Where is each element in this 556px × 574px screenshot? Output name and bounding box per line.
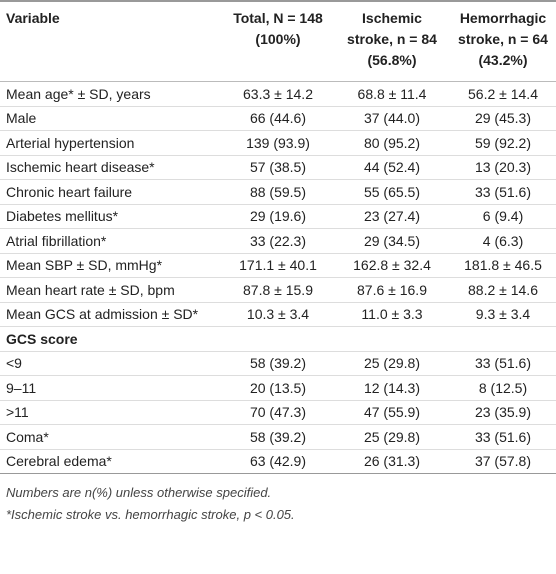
cell: 25 (29.8) — [334, 351, 450, 376]
table-body: Mean age* ± SD, years 63.3 ± 14.2 68.8 ± 1… — [0, 81, 556, 474]
cell: 33 (51.6) — [450, 179, 556, 205]
table-row: Mean heart rate ± SD, bpm 87.8 ± 15.9 87.6… — [0, 277, 556, 303]
footnote: Numbers are n(%) unless otherwise specif… — [6, 485, 272, 500]
cell: 9.3 ± 3.4 — [450, 302, 556, 327]
cell: 25 (29.8) — [334, 424, 450, 450]
row-label: Ischemic heart disease* — [0, 155, 222, 180]
header-cell: Variable — [0, 0, 222, 82]
cell: 88 (59.5) — [222, 179, 334, 205]
row-label: Cerebral edema* — [0, 449, 222, 474]
footnotes: Numbers are n(%) unless otherwise specif… — [0, 482, 556, 526]
cell: 87.6 ± 16.9 — [334, 277, 450, 303]
table-row: <9 58 (39.2) 25 (29.8) 33 (51.6) — [0, 351, 556, 376]
cell: 10.3 ± 3.4 — [222, 302, 334, 327]
cell: 66 (44.6) — [222, 106, 334, 131]
table-row: >11 70 (47.3) 47 (55.9) 23 (35.9) — [0, 400, 556, 425]
row-label: Mean heart rate ± SD, bpm — [0, 277, 222, 303]
cell: 63.3 ± 14.2 — [222, 81, 334, 107]
row-label: Mean GCS at admission ± SD* — [0, 302, 222, 327]
cell: 162.8 ± 32.4 — [334, 253, 450, 278]
table-row: Chronic heart failure 88 (59.5) 55 (65.5) 3… — [0, 179, 556, 205]
row-label: Mean SBP ± SD, mmHg* — [0, 253, 222, 278]
table-row: Cerebral edema* 63 (42.9) 26 (31.3) 37 (57.… — [0, 449, 556, 474]
table-row: 9–11 20 (13.5) 12 (14.3) 8 (12.5) — [0, 375, 556, 401]
cell: 4 (6.3) — [450, 228, 556, 254]
cell: 58 (39.2) — [222, 424, 334, 450]
cell: 87.8 ± 15.9 — [222, 277, 334, 303]
cell: 47 (55.9) — [334, 400, 450, 425]
cell: 139 (93.9) — [222, 130, 334, 156]
header-cell: Total, N = 148 (100%) — [222, 0, 334, 82]
table-row: Mean GCS at admission ± SD* 10.3 ± 3.4 11.… — [0, 302, 556, 327]
row-label: Mean age* ± SD, years — [0, 81, 222, 107]
row-label: >11 — [0, 400, 222, 425]
section-row: GCS score — [0, 326, 556, 352]
row-label: Chronic heart failure — [0, 179, 222, 205]
header-row: Variable Total, N = 148 (100%) Ischemic st… — [0, 0, 556, 82]
header-cell: Ischemic stroke, n = 84 (56.8%) — [334, 0, 450, 82]
cell: 80 (95.2) — [334, 130, 450, 156]
table-row: Male 66 (44.6) 37 (44.0) 29 (45.3) — [0, 106, 556, 131]
cell: 57 (38.5) — [222, 155, 334, 180]
row-label: 9–11 — [0, 375, 222, 401]
row-label: Male — [0, 106, 222, 131]
cell: 37 (57.8) — [450, 449, 556, 474]
cell: 23 (27.4) — [334, 204, 450, 229]
row-label: Coma* — [0, 424, 222, 450]
table-row: Diabetes mellitus* 29 (19.6) 23 (27.4) 6 (9… — [0, 204, 556, 229]
cell: 33 (51.6) — [450, 351, 556, 376]
cell: 26 (31.3) — [334, 449, 450, 474]
cell: 59 (92.2) — [450, 130, 556, 156]
cell: 11.0 ± 3.3 — [334, 302, 450, 327]
cell: 171.1 ± 40.1 — [222, 253, 334, 278]
table-row: Coma* 58 (39.2) 25 (29.8) 33 (51.6) — [0, 424, 556, 450]
table-row: Ischemic heart disease* 57 (38.5) 44 (52.4… — [0, 155, 556, 180]
row-label: GCS score — [0, 326, 556, 352]
table-row: Arterial hypertension 139 (93.9) 80 (95.2)… — [0, 130, 556, 156]
cell: 29 (19.6) — [222, 204, 334, 229]
table-row: Atrial fibrillation* 33 (22.3) 29 (34.5) 4 … — [0, 228, 556, 254]
row-label: <9 — [0, 351, 222, 376]
cell: 58 (39.2) — [222, 351, 334, 376]
cell: 44 (52.4) — [334, 155, 450, 180]
table-row: Mean SBP ± SD, mmHg* 171.1 ± 40.1 162.8 ± … — [0, 253, 556, 278]
cell: 181.8 ± 46.5 — [450, 253, 556, 278]
cell: 33 (22.3) — [222, 228, 334, 254]
footnote: *Ischemic stroke vs. hemorrhagic stroke,… — [6, 507, 295, 522]
cell: 12 (14.3) — [334, 375, 450, 401]
cell: 68.8 ± 11.4 — [334, 81, 450, 107]
cell: 8 (12.5) — [450, 375, 556, 401]
cell: 6 (9.4) — [450, 204, 556, 229]
cell: 23 (35.9) — [450, 400, 556, 425]
cell: 55 (65.5) — [334, 179, 450, 205]
cell: 29 (45.3) — [450, 106, 556, 131]
cell: 13 (20.3) — [450, 155, 556, 180]
row-label: Diabetes mellitus* — [0, 204, 222, 229]
cell: 20 (13.5) — [222, 375, 334, 401]
cell: 29 (34.5) — [334, 228, 450, 254]
cell: 70 (47.3) — [222, 400, 334, 425]
cell: 37 (44.0) — [334, 106, 450, 131]
row-label: Arterial hypertension — [0, 130, 222, 156]
row-label: Atrial fibrillation* — [0, 228, 222, 254]
cell: 33 (51.6) — [450, 424, 556, 450]
table-row: Mean age* ± SD, years 63.3 ± 14.2 68.8 ± 1… — [0, 81, 556, 107]
cell: 88.2 ± 14.6 — [450, 277, 556, 303]
cell: 63 (42.9) — [222, 449, 334, 474]
header-cell: Hemorrhagic stroke, n = 64 (43.2%) — [450, 0, 556, 82]
cell: 56.2 ± 14.4 — [450, 81, 556, 107]
data-table: Variable Total, N = 148 (100%) Ischemic st… — [0, 0, 556, 474]
